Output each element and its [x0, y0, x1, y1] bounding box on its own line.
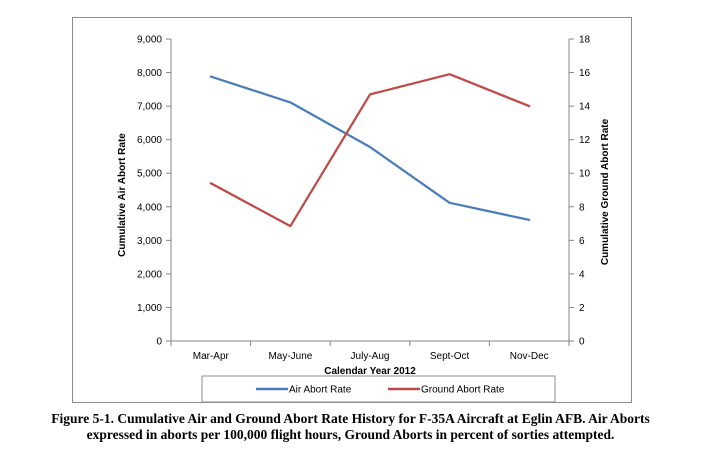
left-tick-label: 2,000 — [137, 269, 162, 280]
left-tick-label: 1,000 — [137, 303, 162, 314]
right-tick-label: 14 — [579, 102, 591, 113]
series-line — [209, 73, 531, 228]
right-tick-label: 16 — [579, 68, 591, 79]
legend-label: Ground Abort Rate — [421, 385, 505, 396]
y2-axis-title: Cumulative Ground Abort Rate — [600, 118, 611, 265]
x-tick-label: Nov-Dec — [510, 351, 549, 362]
x-tick-label: Mar-Apr — [193, 351, 230, 362]
legend: Air Abort Rate Ground Abort Rate — [201, 375, 556, 403]
right-tick-label: 8 — [579, 202, 585, 213]
x-axis-title: Calendar Year 2012 — [324, 366, 416, 377]
left-tick-label: 7,000 — [137, 102, 162, 113]
left-tick-label: 8,000 — [137, 68, 162, 79]
left-tick-label: 4,000 — [137, 202, 162, 213]
x-tick-label: May-June — [268, 351, 312, 362]
right-tick-label: 2 — [579, 303, 585, 314]
chart-frame — [72, 17, 632, 403]
right-tick-label: 12 — [579, 135, 591, 146]
left-tick-label: 9,000 — [137, 35, 162, 46]
series-line — [209, 75, 531, 222]
right-tick-label: 0 — [579, 337, 585, 348]
left-tick-label: 0 — [156, 337, 162, 348]
y-axis-title: Cumulative Air Abort Rate — [117, 133, 128, 257]
caption-line-1: Figure 5-1. Cumulative Air and Ground Ab… — [51, 411, 650, 426]
axes — [166, 38, 574, 346]
caption-line-2: expressed in aborts per 100,000 flight h… — [86, 427, 615, 442]
chart: 0 1,000 2,000 3,000 4,000 5,000 6,000 7,000 8,00… — [117, 35, 611, 403]
right-tick-label: 6 — [579, 236, 585, 247]
legend-label: Air Abort Rate — [289, 385, 352, 396]
x-tick-label: Sept-Oct — [430, 351, 470, 362]
series-group — [209, 73, 531, 228]
right-tick-label: 18 — [579, 35, 591, 46]
right-tick-label: 10 — [579, 169, 591, 180]
left-tick-label: 5,000 — [137, 169, 162, 180]
left-tick-label: 3,000 — [137, 236, 162, 247]
left-tick-label: 6,000 — [137, 135, 162, 146]
x-tick-label: July-Aug — [351, 351, 390, 362]
figure-caption: Figure 5-1. Cumulative Air and Ground Ab… — [0, 411, 701, 443]
right-tick-label: 4 — [579, 269, 585, 280]
labels-group: 0 1,000 2,000 3,000 4,000 5,000 6,000 7,000 8,00… — [117, 35, 611, 378]
